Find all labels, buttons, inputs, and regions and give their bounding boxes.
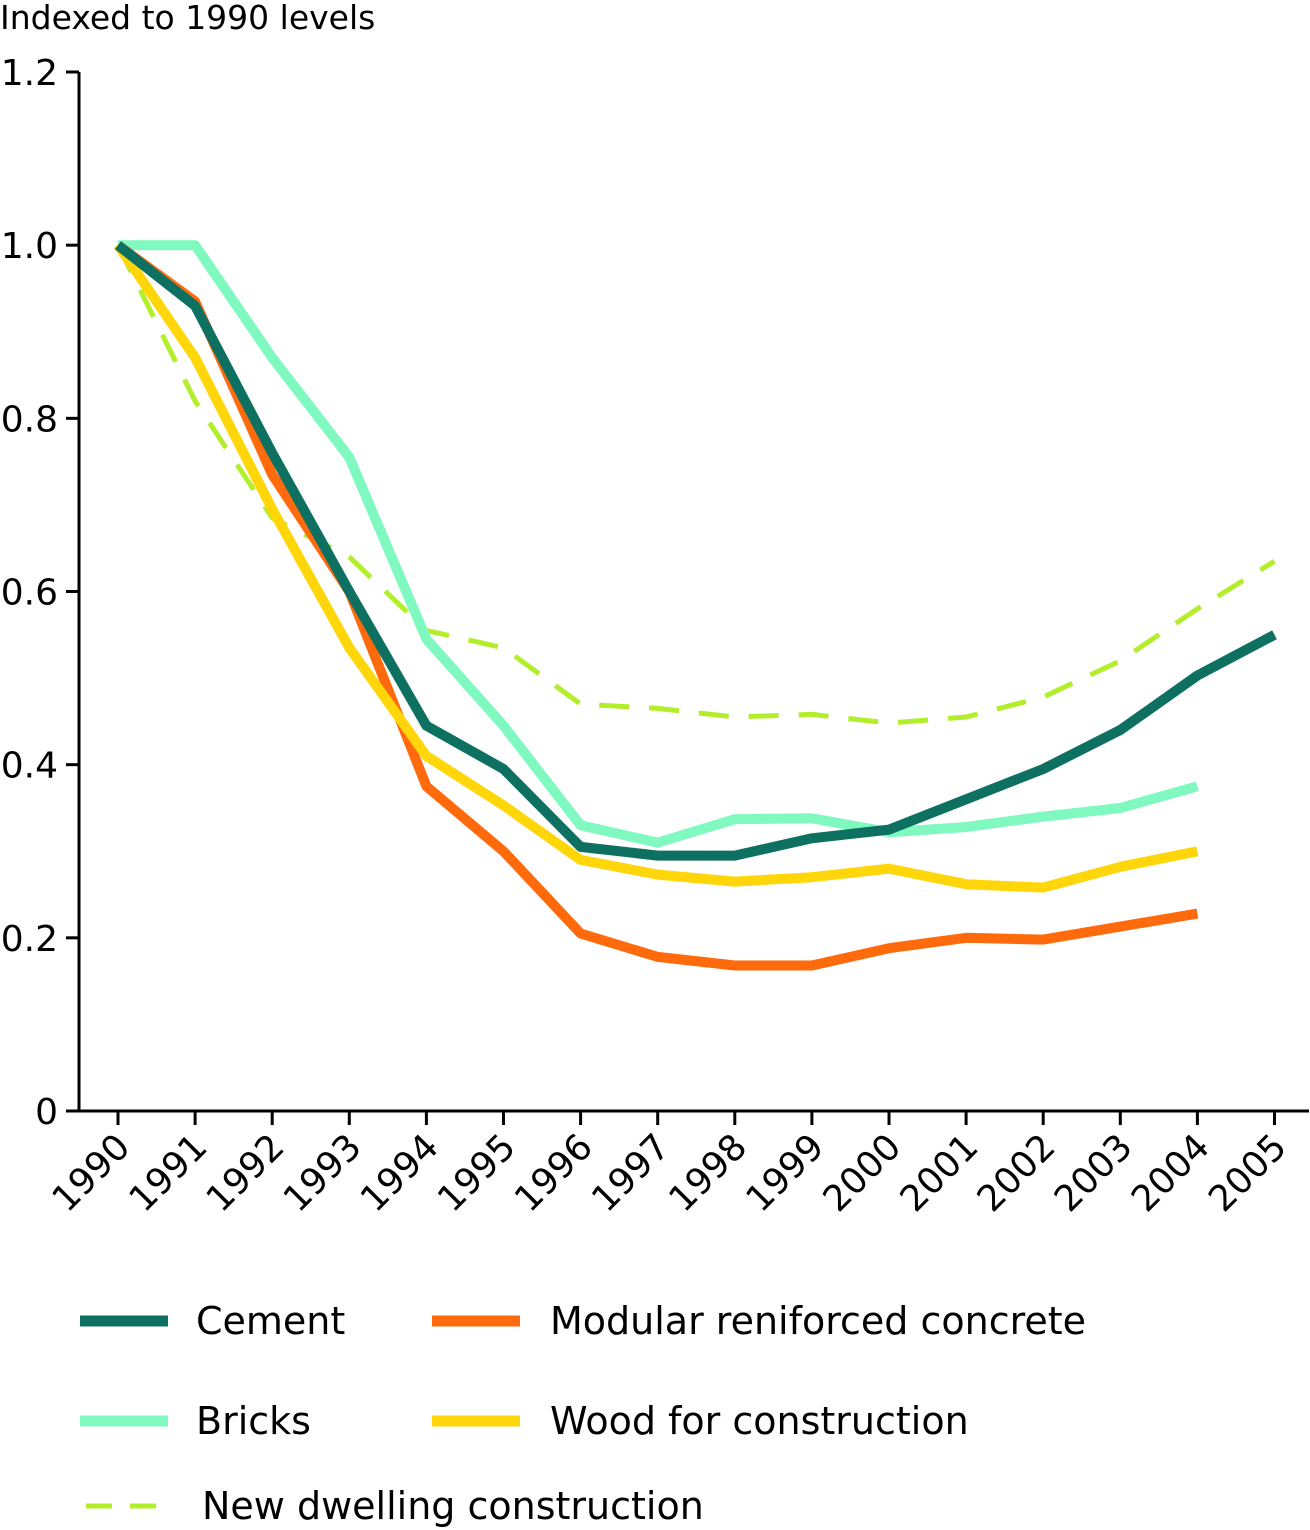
legend-item-modular-concrete: Modular reniforced concrete <box>430 1301 1086 1341</box>
legend-swatch-modular-concrete <box>432 1315 520 1327</box>
series-line-cement <box>114 241 1277 861</box>
x-tick-label: 1993 <box>276 1126 370 1220</box>
legend-label-wood: Wood for construction <box>550 1399 969 1443</box>
legend-label-bricks: Bricks <box>196 1399 311 1443</box>
series-lines <box>113 240 1277 971</box>
legend-label-modular-concrete: Modular reniforced concrete <box>550 1299 1087 1343</box>
x-tick-label: 2000 <box>816 1126 910 1220</box>
x-tick-label: 1998 <box>661 1126 755 1220</box>
y-tick-labels: 0 0.2 0.4 0.6 0.8 1.0 1.2 <box>1 53 58 1133</box>
x-tick-label: 1991 <box>122 1126 216 1220</box>
y-tick-label: 0.6 <box>1 573 58 614</box>
x-tick-label: 1990 <box>45 1126 139 1220</box>
y-tick-label: 0.8 <box>1 399 58 440</box>
legend-swatch-cement <box>80 1315 168 1327</box>
legend-swatch-bricks <box>80 1415 168 1427</box>
x-tick-label: 2002 <box>970 1126 1064 1220</box>
x-tick-label: 2001 <box>893 1126 987 1220</box>
series-line-bricks <box>118 240 1199 848</box>
y-tick-label: 0.2 <box>1 919 58 960</box>
series-line-modular-reniforced-concrete <box>115 241 1199 971</box>
axes <box>66 70 1309 1125</box>
y-tick-label: 1.2 <box>1 53 58 94</box>
x-tick-label: 1999 <box>738 1126 832 1220</box>
x-tick-label: 1994 <box>353 1126 447 1220</box>
x-tick-labels: 1990199119921993199419951996199719981999… <box>45 1126 1295 1220</box>
x-tick-label: 1995 <box>430 1126 524 1220</box>
x-tick-label: 2003 <box>1047 1126 1141 1220</box>
y-tick-label: 1.0 <box>1 226 58 267</box>
x-tick-label: 2004 <box>1124 1126 1218 1220</box>
y-tick-label: 0.4 <box>1 746 58 787</box>
legend-swatch-wood <box>432 1415 520 1427</box>
legend-label-new-dwelling: New dwelling construction <box>202 1484 704 1528</box>
legend-swatch-new-dwelling <box>86 1503 166 1509</box>
x-tick-label: 1997 <box>584 1126 678 1220</box>
legend-item-cement: Cement <box>78 1301 345 1341</box>
x-tick-label: 2005 <box>1201 1126 1295 1220</box>
x-tick-label: 1996 <box>507 1126 601 1220</box>
y-tick-label: 0 <box>35 1092 58 1133</box>
legend-label-cement: Cement <box>196 1299 346 1343</box>
series-line-wood-for-construction <box>113 242 1199 893</box>
legend-item-bricks: Bricks <box>78 1401 311 1441</box>
y-axis-title: Indexed to 1990 levels <box>0 0 376 37</box>
x-tick-label: 1992 <box>199 1126 293 1220</box>
legend-item-new-dwelling: New dwelling construction <box>84 1486 704 1526</box>
legend-item-wood: Wood for construction <box>430 1401 969 1441</box>
